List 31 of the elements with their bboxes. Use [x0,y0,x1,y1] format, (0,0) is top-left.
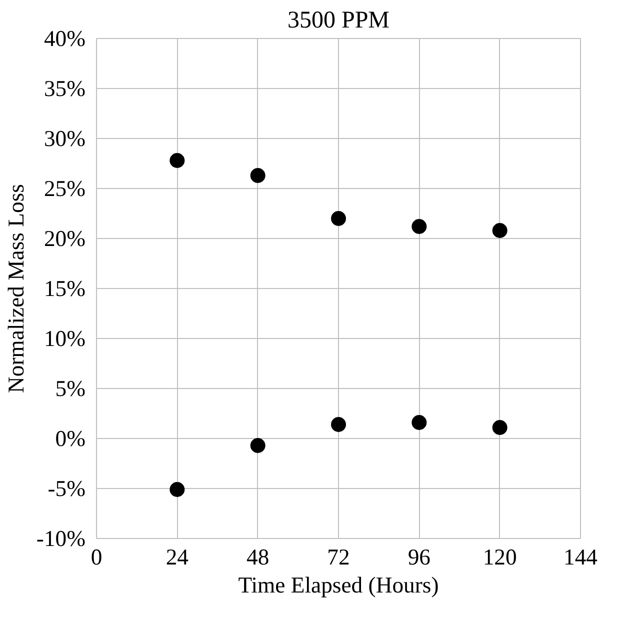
point [250,438,266,453]
point [170,482,185,497]
x-axis-title: Time Elapsed (Hours) [238,572,439,598]
y-tick-label: 15% [44,276,86,301]
point [331,211,346,226]
x-tick-label: 0 [90,544,102,570]
y-tick-label: 25% [44,176,86,201]
x-tick-label: 72 [327,544,350,570]
y-tick-label: 20% [44,226,86,251]
x-tick-label: 96 [408,544,430,570]
point [492,420,508,435]
point [492,223,508,238]
y-tick-label: -10% [36,526,86,551]
y-axis-title: Normalized Mass Loss [3,184,28,393]
point [331,417,346,432]
x-tick-label: 120 [482,544,517,570]
y-tick-label: 5% [55,376,86,401]
point [412,219,427,234]
y-tick-label: -5% [48,476,86,501]
point [170,153,185,168]
chart-title: 3500 PPM [287,8,390,34]
x-tick-label: 24 [166,544,188,570]
y-tick-label: 0% [55,426,86,451]
point [250,168,266,183]
point [412,415,427,430]
x-tick-label: 144 [564,544,598,570]
y-tick-label: 30% [44,126,86,151]
y-tick-label: 35% [44,76,86,101]
x-tick-label: 48 [246,544,270,570]
y-tick-label: 10% [44,326,86,351]
y-tick-label: 40% [44,26,86,51]
